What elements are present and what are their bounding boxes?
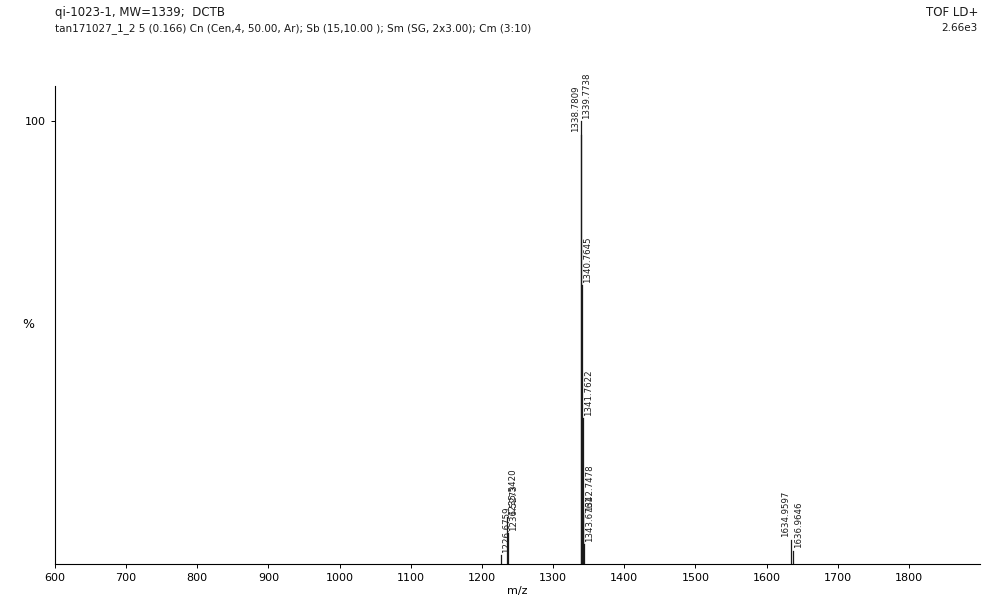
Text: 1338.7809: 1338.7809 <box>571 86 580 132</box>
Text: 1343.6761: 1343.6761 <box>585 495 594 542</box>
Text: 1226.6759: 1226.6759 <box>502 506 511 553</box>
Text: tan171027_1_2 5 (0.166) Cn (Cen,4, 50.00, Ar); Sb (15,10.00 ); Sm (SG, 2x3.00); : tan171027_1_2 5 (0.166) Cn (Cen,4, 50.00… <box>55 23 531 34</box>
X-axis label: m/z: m/z <box>507 586 528 596</box>
Text: 1341.7622: 1341.7622 <box>584 369 593 416</box>
Text: 1236.5273: 1236.5273 <box>509 484 518 531</box>
Text: 1235.5420: 1235.5420 <box>508 468 517 516</box>
Text: 1340.7645: 1340.7645 <box>583 236 592 283</box>
Text: %: % <box>23 318 35 332</box>
Text: 1342.7478: 1342.7478 <box>585 464 594 511</box>
Text: qi-1023-1, MW=1339;  DCTB: qi-1023-1, MW=1339; DCTB <box>55 6 225 19</box>
Text: 1339.7738: 1339.7738 <box>582 72 591 119</box>
Text: 2.66e3: 2.66e3 <box>942 23 978 33</box>
Text: 1634.9597: 1634.9597 <box>781 491 790 538</box>
Text: 1636.9646: 1636.9646 <box>794 502 803 549</box>
Text: TOF LD+: TOF LD+ <box>926 6 978 19</box>
